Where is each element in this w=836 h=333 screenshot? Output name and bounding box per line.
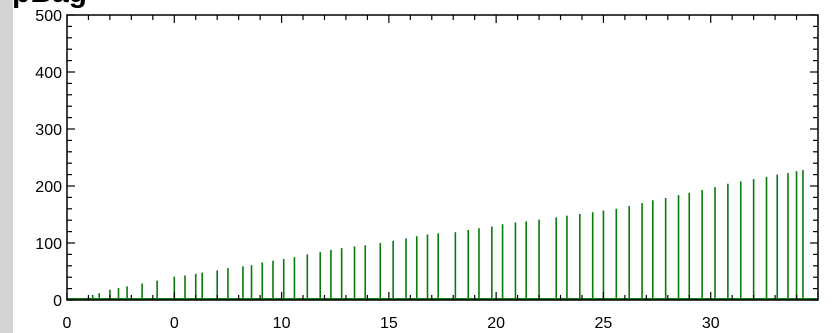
x-tick-label: 10 [273, 315, 291, 332]
bar [579, 213, 581, 300]
bar [615, 208, 618, 300]
y-tick-label: 400 [35, 65, 62, 82]
bar [194, 273, 197, 300]
x-tick-label: 0 [170, 315, 179, 332]
bar [795, 171, 798, 300]
x-tick-label: 25 [595, 315, 613, 332]
plot-frame [66, 14, 819, 301]
bar [415, 236, 418, 300]
bar [216, 270, 218, 300]
bar [109, 289, 111, 300]
bar [701, 189, 703, 300]
bar [437, 233, 440, 300]
bar [184, 275, 186, 300]
bar [765, 176, 768, 300]
bar [739, 181, 742, 300]
bar [91, 294, 94, 300]
x-axis-tick-labels: 0 0 10 15 20 25 30 [63, 315, 720, 332]
bar [538, 219, 540, 300]
bar [364, 245, 367, 300]
y-tick-label: 200 [35, 179, 62, 196]
bar [242, 266, 244, 300]
y-tick-label: 300 [35, 122, 62, 139]
x-tick-label: 30 [702, 315, 720, 332]
bar [379, 243, 382, 300]
bar [677, 195, 680, 300]
bar [501, 224, 504, 300]
y-tick-label: 100 [35, 236, 62, 253]
bar [340, 248, 343, 300]
bar [126, 286, 128, 300]
bar [330, 249, 332, 300]
bar [156, 280, 158, 300]
bar [566, 215, 568, 300]
bar [306, 254, 309, 300]
bar [293, 257, 296, 300]
x-tick-label: 0 [63, 315, 72, 332]
bar [392, 240, 394, 300]
window-left-border [0, 0, 13, 333]
bar [714, 187, 716, 300]
bar [405, 238, 407, 300]
bar [688, 192, 691, 300]
bar [426, 234, 429, 300]
bar [651, 200, 654, 300]
bar [467, 229, 470, 300]
bar [261, 262, 264, 300]
bar [141, 283, 143, 300]
x-tick-label: 20 [487, 315, 505, 332]
bar [787, 172, 789, 300]
bar [727, 183, 729, 300]
bar [525, 221, 527, 300]
bar [628, 205, 630, 300]
bar [201, 272, 203, 300]
bar [272, 260, 274, 300]
bar [454, 232, 457, 300]
bar [555, 217, 558, 300]
bar [591, 212, 594, 300]
chart-title-fragment: pBag [12, 0, 87, 10]
bar [353, 246, 356, 300]
bar [664, 197, 667, 300]
bar [319, 252, 321, 300]
bar [641, 203, 643, 300]
axis-ticks [66, 14, 819, 301]
bar [514, 222, 517, 300]
bar [98, 293, 100, 300]
bar [491, 226, 493, 300]
bar [802, 170, 804, 300]
bar [602, 210, 605, 300]
y-tick-label: 500 [35, 8, 62, 25]
bar [752, 179, 755, 300]
y-tick-label: 0 [53, 293, 62, 310]
bar [227, 268, 229, 300]
bar [282, 258, 285, 300]
x-tick-label: 15 [380, 315, 398, 332]
bar [250, 265, 253, 300]
y-axis-tick-labels: 0 100 200 300 400 500 [35, 8, 62, 310]
bar [776, 174, 779, 300]
bar [117, 288, 120, 300]
bar [478, 228, 480, 300]
bar [173, 276, 176, 300]
bars-layer [67, 170, 818, 300]
